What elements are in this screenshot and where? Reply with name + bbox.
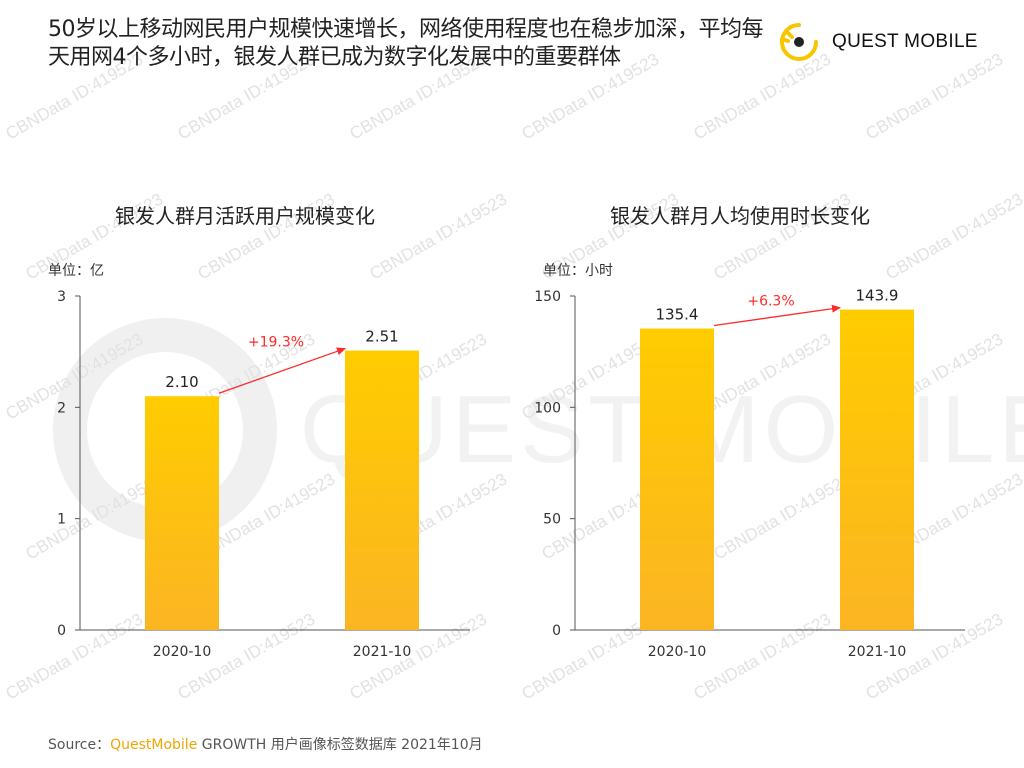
- y-tick-label: 2: [57, 400, 66, 416]
- quest-mobile-logo-icon: [780, 23, 818, 61]
- mau-chart-plot: 0 1 2 3 2.10 2020-10 2.51 2021-10 +19.3%: [57, 289, 470, 660]
- growth-arrow: [713, 304, 841, 327]
- bar: [345, 350, 419, 630]
- y-tick-label: 100: [534, 400, 561, 416]
- y-tick-label: 3: [57, 289, 66, 305]
- source-rest: GROWTH 用户画像标签数据库 2021年10月: [197, 737, 483, 753]
- usage-time-chart: 银发人群月人均使用时长变化 单位：小时 0 50 100 150 135.4 2020-1…: [505, 190, 975, 680]
- bar-value-label: 143.9: [856, 287, 899, 305]
- growth-label: +19.3%: [248, 335, 304, 351]
- source-brand: QuestMobile: [110, 737, 198, 753]
- bar: [145, 396, 219, 630]
- unit-label: 单位：亿: [48, 263, 104, 279]
- source-note: Source：QuestMobile GROWTH 用户画像标签数据库 2021…: [48, 734, 483, 754]
- x-tick-label: 2020-10: [648, 644, 707, 660]
- unit-label: 单位：小时: [543, 263, 613, 279]
- y-tick-label: 150: [534, 289, 561, 305]
- x-tick-label: 2020-10: [153, 644, 212, 660]
- growth-arrow: [218, 347, 346, 394]
- chart-title: 银发人群月活跃用户规模变化: [115, 204, 375, 228]
- quest-mobile-logo: QUEST MOBILE: [776, 14, 996, 70]
- x-tick-label: 2021-10: [353, 644, 412, 660]
- logo-text: QUEST MOBILE: [832, 31, 978, 52]
- chart-title: 银发人群月人均使用时长变化: [610, 204, 870, 228]
- bar-value-label: 2.51: [365, 328, 398, 346]
- y-tick-label: 1: [57, 512, 66, 528]
- growth-label: +6.3%: [747, 294, 794, 310]
- bar-value-label: 135.4: [656, 306, 699, 324]
- y-tick-label: 0: [552, 623, 561, 639]
- bar: [840, 309, 914, 630]
- source-prefix: Source：: [48, 737, 111, 753]
- y-tick-label: 0: [57, 623, 66, 639]
- page-title: 50岁以上移动网民用户规模快速增长，网络使用程度也在稳步加深，平均每天用网4个多…: [48, 17, 764, 70]
- x-tick-label: 2021-10: [848, 644, 907, 660]
- bar-value-label: 2.10: [165, 373, 198, 391]
- bar: [640, 328, 714, 630]
- mau-chart: 银发人群月活跃用户规模变化 单位：亿 0 1 2 3 2.10 2020-10 2.51 20…: [10, 190, 480, 680]
- y-tick-label: 50: [543, 512, 561, 528]
- usage-time-chart-plot: 0 50 100 150 135.4 2020-10 143.9 2021-10 +6.3%: [534, 287, 965, 660]
